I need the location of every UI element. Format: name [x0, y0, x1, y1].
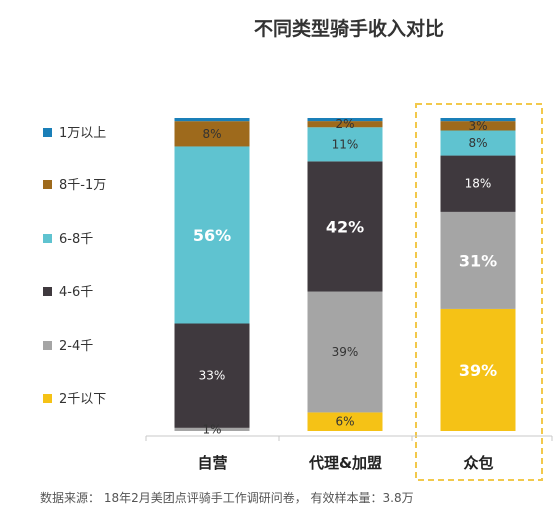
- data-label: 33%: [199, 369, 226, 383]
- legend-label: 2千以下: [59, 392, 106, 407]
- category-labels: 自营 代理&加盟 众包: [197, 454, 493, 472]
- bar-segment: [307, 291, 383, 413]
- bar-segment: [440, 308, 516, 431]
- bar-segment: [307, 127, 383, 162]
- chart-title: 不同类型骑手收入对比: [254, 17, 444, 40]
- bar-segment: [307, 121, 383, 128]
- bars: [174, 103, 543, 481]
- data-label: 1%: [202, 422, 221, 436]
- data-label: 6%: [335, 415, 354, 429]
- data-label: 8%: [202, 127, 221, 141]
- data-label: 39%: [332, 345, 359, 359]
- legend-label: 2-4千: [59, 339, 93, 354]
- legend-label: 1万以上: [59, 126, 106, 141]
- bar-segment: [440, 130, 516, 156]
- data-label: 8%: [468, 136, 487, 150]
- category-label: 众包: [463, 454, 493, 472]
- bar-segment: [440, 118, 516, 122]
- source-note: 数据来源： 18年2月美团点评骑手工作调研问卷， 有效样本量：3.8万: [40, 490, 414, 505]
- bar-segment: [307, 118, 383, 122]
- bar-segment: [174, 118, 250, 122]
- bar-segment: [174, 121, 250, 147]
- legend-label: 8千-1万: [59, 178, 106, 193]
- legend-label: 4-6千: [59, 285, 93, 300]
- bar-segment: [174, 323, 250, 428]
- legend-swatch: [43, 394, 52, 403]
- category-label: 代理&加盟: [308, 454, 382, 472]
- legend-swatch: [43, 287, 52, 296]
- highlight-frame: [415, 103, 543, 481]
- bar-segment: [307, 412, 383, 431]
- legend-swatch: [43, 180, 52, 189]
- legend: 1万以上 8千-1万 6-8千 4-6千 2-4千 2千以下: [43, 126, 106, 407]
- legend-swatch: [43, 234, 52, 243]
- x-axis-ticks: [145, 436, 553, 441]
- data-label: 39%: [459, 361, 497, 380]
- data-label: 31%: [459, 251, 497, 270]
- legend-swatch: [43, 128, 52, 137]
- legend-label: 6-8千: [59, 232, 93, 247]
- data-label: 2%: [335, 117, 354, 131]
- bar-segment: [440, 211, 516, 309]
- bar-segment: [174, 146, 250, 324]
- data-label: 56%: [193, 226, 231, 245]
- category-label: 自营: [197, 454, 227, 472]
- legend-swatch: [43, 341, 52, 350]
- bar-segment: [440, 155, 516, 212]
- bar-segment: [307, 161, 383, 292]
- data-label: 11%: [332, 137, 359, 151]
- data-labels: 1% 33% 56% 8% 6% 39% 42% 11% 2% 39% 31% 18% 8% 3%: [193, 117, 497, 436]
- bar-segment: [174, 427, 250, 431]
- bar-segment: [440, 121, 516, 131]
- data-label: 18%: [465, 177, 492, 191]
- data-label: 42%: [326, 217, 364, 236]
- data-label: 3%: [468, 119, 487, 133]
